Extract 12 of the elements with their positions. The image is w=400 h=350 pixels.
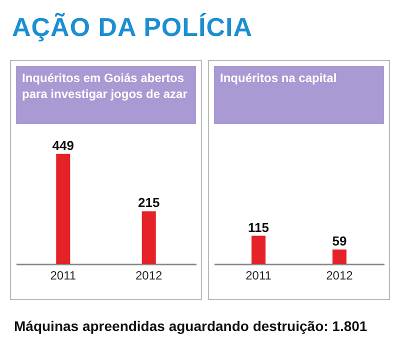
chart-title: AÇÃO DA POLÍCIA (12, 12, 253, 43)
x-tick-label: 2012 (136, 268, 163, 282)
x-tick-label: 2011 (246, 268, 272, 282)
data-label: 115 (248, 220, 270, 235)
chart-subtitle: Inquéritos na capital (214, 66, 384, 124)
chart-subtitle: Inquéritos em Goiás abertos para investigar jogos de azar (16, 66, 196, 124)
x-tick-label: 2011 (50, 268, 76, 282)
x-tick-label: 2012 (326, 268, 354, 282)
data-label: 449 (52, 138, 74, 153)
data-label: 215 (138, 195, 160, 210)
data-label: 59 (332, 234, 347, 249)
text: Máquinas apreendidas aguardando destruição: 1.801 (14, 318, 368, 334)
